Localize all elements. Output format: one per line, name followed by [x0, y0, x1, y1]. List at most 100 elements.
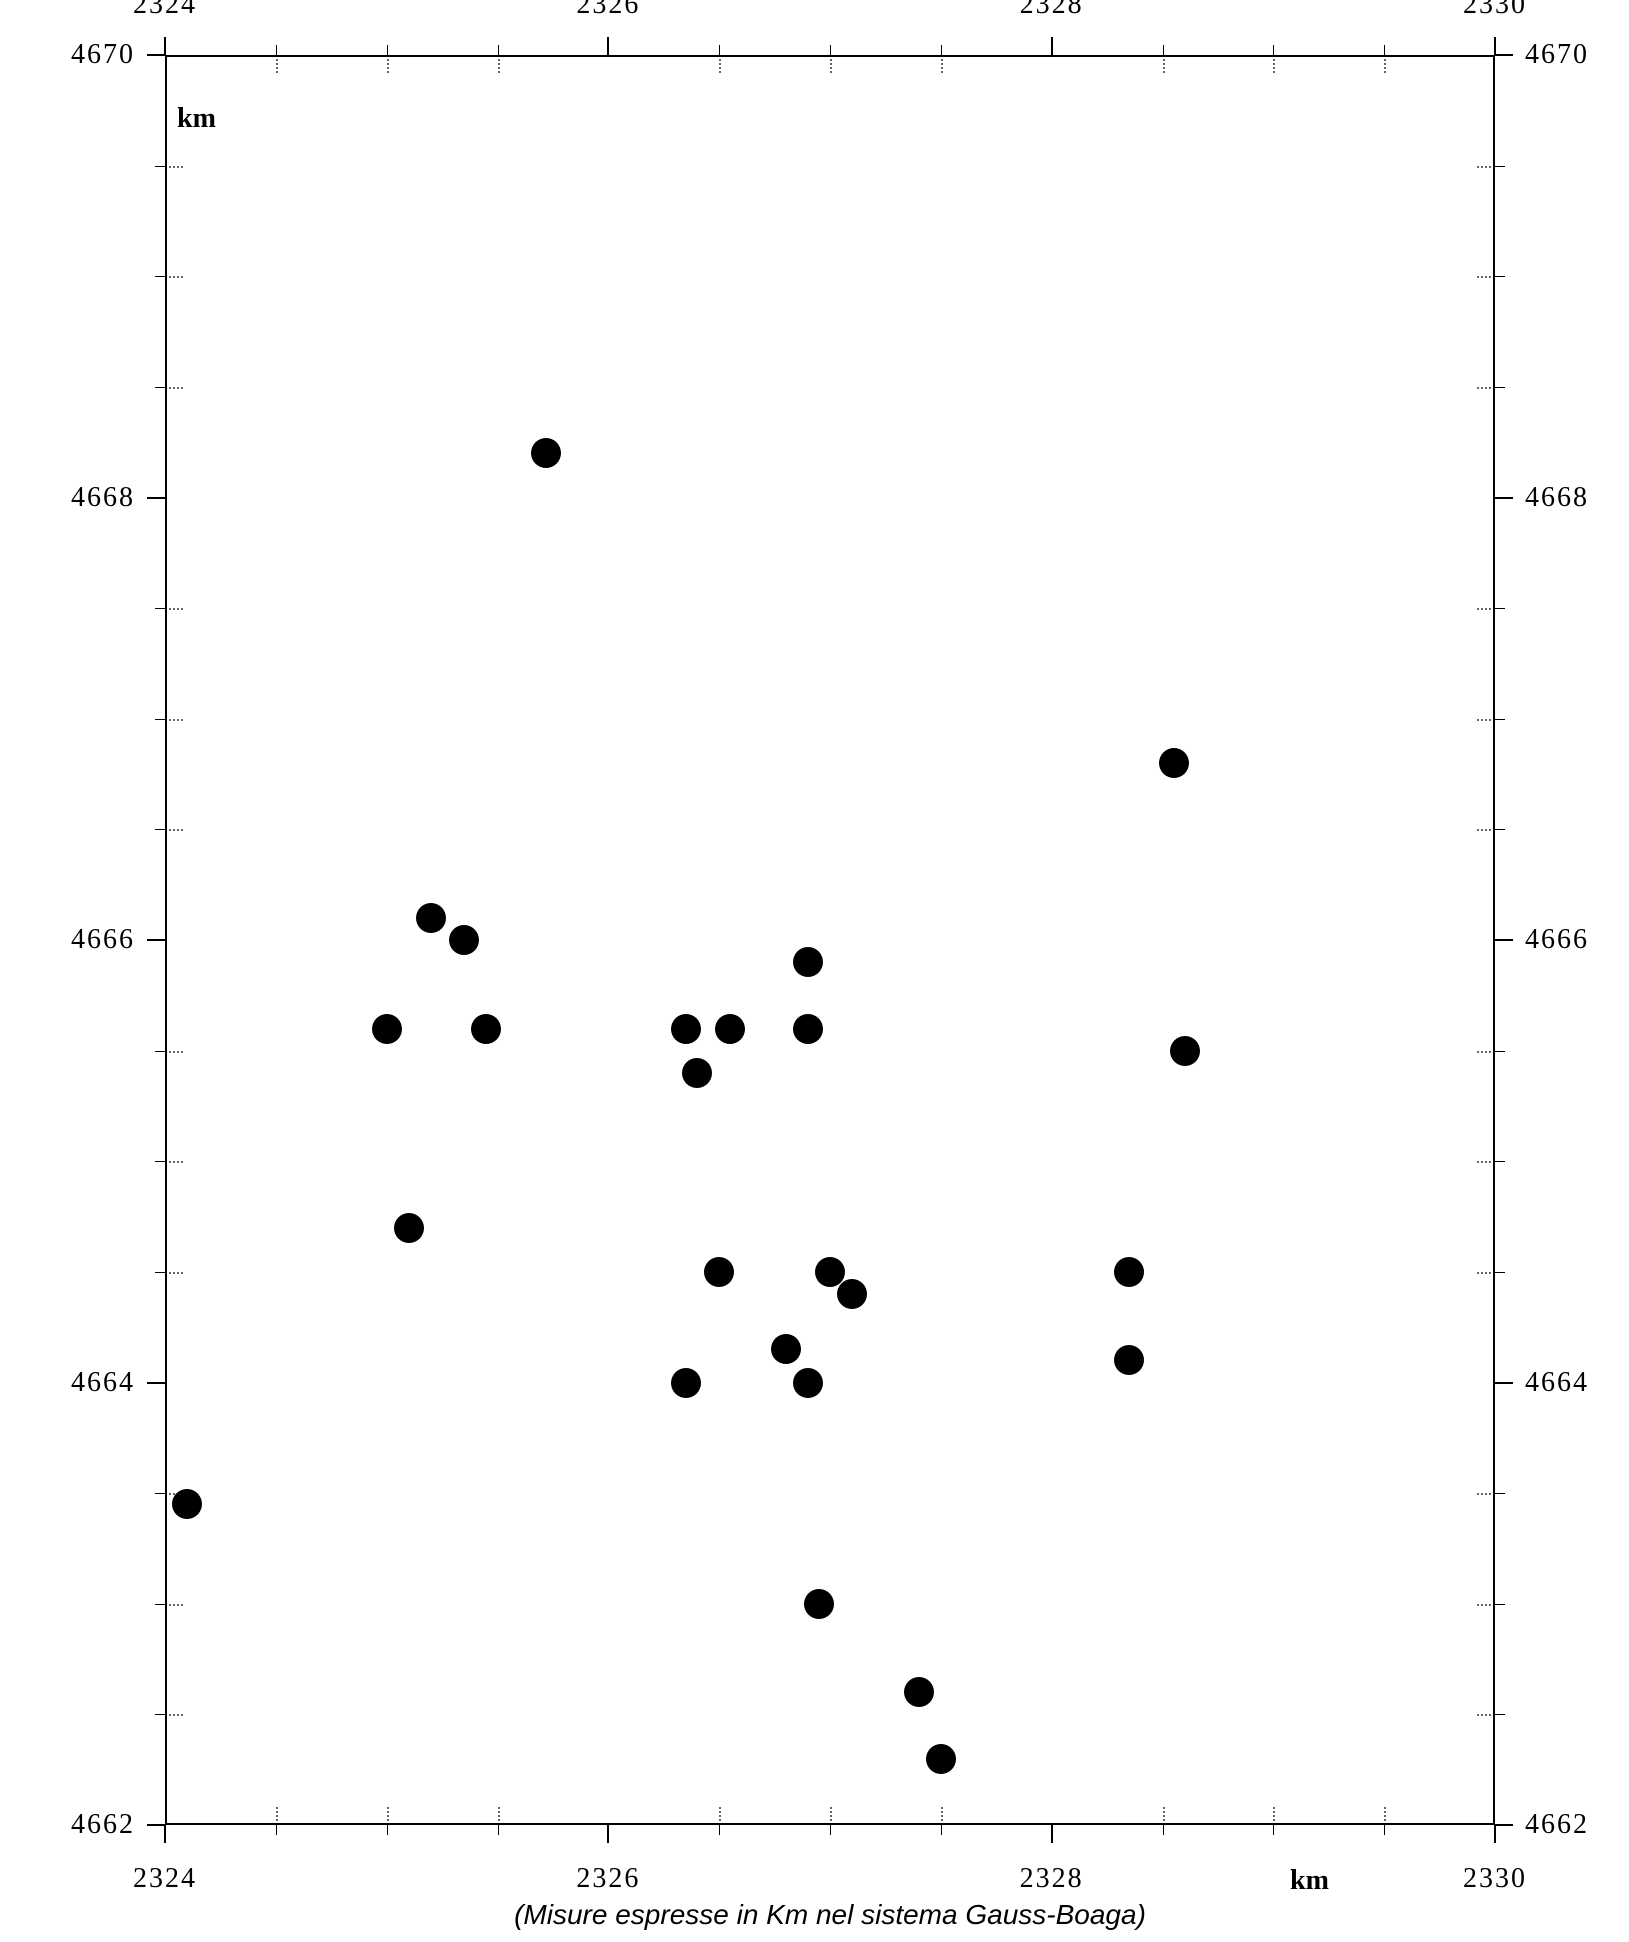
- grid-stub-left: [169, 1161, 183, 1163]
- y-minor-tick-left: [155, 1272, 165, 1273]
- x-minor-tick-bottom: [276, 1825, 277, 1835]
- grid-stub-bottom: [276, 1807, 278, 1821]
- x-minor-tick-bottom: [1384, 1825, 1385, 1835]
- y-tick-label-left: 4662: [71, 1809, 135, 1841]
- x-tick-label-bottom: 2330: [1463, 1863, 1527, 1895]
- grid-stub-bottom: [941, 1807, 943, 1821]
- y-minor-tick-right: [1495, 1161, 1505, 1162]
- x-minor-tick-bottom: [1273, 1825, 1274, 1835]
- x-tick-label-bottom: 2324: [133, 1863, 197, 1895]
- grid-stub-right: [1477, 1272, 1491, 1274]
- grid-stub-top: [830, 59, 832, 73]
- y-tick-label-right: 4670: [1525, 39, 1589, 71]
- y-tick-right: [1495, 1824, 1513, 1826]
- data-point: [837, 1279, 867, 1309]
- y-tick-label-left: 4666: [71, 924, 135, 956]
- data-point: [904, 1677, 934, 1707]
- data-point: [793, 947, 823, 977]
- x-minor-tick-top: [498, 45, 499, 55]
- y-minor-tick-left: [155, 1051, 165, 1052]
- y-tick-label-right: 4668: [1525, 482, 1589, 514]
- x-tick-label-top: 2328: [1020, 0, 1084, 21]
- grid-stub-bottom: [387, 1807, 389, 1821]
- y-minor-tick-left: [155, 387, 165, 388]
- y-minor-tick-left: [155, 1493, 165, 1494]
- y-minor-tick-right: [1495, 829, 1505, 830]
- data-point: [471, 1014, 501, 1044]
- grid-stub-right: [1477, 387, 1491, 389]
- y-tick-left: [147, 497, 165, 499]
- grid-stub-bottom: [1163, 1807, 1165, 1821]
- x-tick-top: [607, 37, 609, 55]
- x-minor-tick-bottom: [830, 1825, 831, 1835]
- data-point: [394, 1213, 424, 1243]
- chart-canvas: km km (Misure espresse in Km nel sistema…: [0, 0, 1629, 1942]
- data-point: [671, 1368, 701, 1398]
- x-minor-tick-bottom: [387, 1825, 388, 1835]
- grid-stub-top: [719, 59, 721, 73]
- y-minor-tick-right: [1495, 387, 1505, 388]
- x-tick-top: [164, 37, 166, 55]
- grid-stub-left: [169, 829, 183, 831]
- x-tick-label-bottom: 2326: [576, 1863, 640, 1895]
- y-minor-tick-left: [155, 166, 165, 167]
- data-point: [1114, 1257, 1144, 1287]
- data-point: [1114, 1345, 1144, 1375]
- grid-stub-right: [1477, 1051, 1491, 1053]
- grid-stub-top: [498, 59, 500, 73]
- y-minor-tick-left: [155, 719, 165, 720]
- x-minor-tick-top: [719, 45, 720, 55]
- data-point: [372, 1014, 402, 1044]
- y-minor-tick-right: [1495, 166, 1505, 167]
- x-tick-bottom: [164, 1825, 166, 1843]
- y-tick-right: [1495, 54, 1513, 56]
- y-tick-left: [147, 1824, 165, 1826]
- y-minor-tick-right: [1495, 1272, 1505, 1273]
- y-minor-tick-right: [1495, 1493, 1505, 1494]
- grid-stub-bottom: [830, 1807, 832, 1821]
- y-minor-tick-right: [1495, 1051, 1505, 1052]
- x-tick-top: [1494, 37, 1496, 55]
- data-point: [715, 1014, 745, 1044]
- grid-stub-bottom: [498, 1807, 500, 1821]
- y-minor-tick-right: [1495, 1714, 1505, 1715]
- y-minor-tick-left: [155, 1604, 165, 1605]
- grid-stub-top: [387, 59, 389, 73]
- y-tick-left: [147, 54, 165, 56]
- x-tick-bottom: [607, 1825, 609, 1843]
- grid-stub-bottom: [719, 1807, 721, 1821]
- grid-stub-bottom: [1384, 1807, 1386, 1821]
- x-tick-bottom: [1051, 1825, 1053, 1843]
- plot-frame: [165, 55, 1495, 1825]
- x-axis-unit-label: km: [1290, 1865, 1329, 1897]
- x-minor-tick-top: [387, 45, 388, 55]
- grid-stub-left: [169, 719, 183, 721]
- y-tick-label-right: 4666: [1525, 924, 1589, 956]
- grid-stub-top: [1163, 59, 1165, 73]
- y-tick-label-left: 4664: [71, 1367, 135, 1399]
- y-minor-tick-left: [155, 608, 165, 609]
- x-tick-label-bottom: 2328: [1020, 1863, 1084, 1895]
- y-tick-right: [1495, 497, 1513, 499]
- grid-stub-right: [1477, 1604, 1491, 1606]
- x-minor-tick-top: [1163, 45, 1164, 55]
- y-minor-tick-left: [155, 829, 165, 830]
- chart-caption: (Misure espresse in Km nel sistema Gauss…: [514, 1899, 1146, 1931]
- grid-stub-right: [1477, 166, 1491, 168]
- grid-stub-left: [169, 1272, 183, 1274]
- grid-stub-top: [276, 59, 278, 73]
- grid-stub-left: [169, 1051, 183, 1053]
- grid-stub-bottom: [1273, 1807, 1275, 1821]
- y-tick-right: [1495, 939, 1513, 941]
- data-point: [1170, 1036, 1200, 1066]
- y-axis-unit-label: km: [177, 103, 216, 135]
- y-minor-tick-right: [1495, 1604, 1505, 1605]
- y-minor-tick-right: [1495, 608, 1505, 609]
- y-minor-tick-left: [155, 276, 165, 277]
- data-point: [416, 903, 446, 933]
- grid-stub-left: [169, 608, 183, 610]
- data-point: [793, 1014, 823, 1044]
- data-point: [771, 1334, 801, 1364]
- x-tick-label-top: 2326: [576, 0, 640, 21]
- y-minor-tick-right: [1495, 276, 1505, 277]
